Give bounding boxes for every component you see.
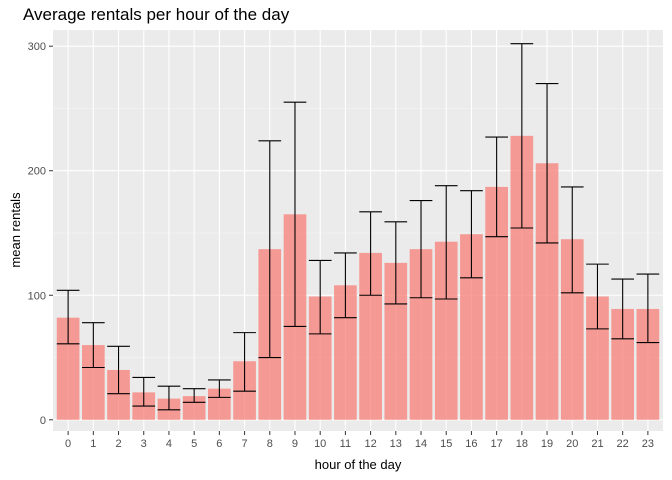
x-tick-label: 6	[216, 438, 222, 450]
bar	[560, 239, 584, 420]
bar	[611, 308, 635, 420]
x-tick-label: 9	[292, 438, 298, 450]
error-bar	[409, 200, 433, 299]
x-tick-label: 22	[617, 438, 629, 450]
chart-title: Average rentals per hour of the day	[23, 5, 290, 24]
bar	[510, 135, 534, 420]
error-bar	[434, 185, 458, 300]
y-tick-label: 200	[28, 166, 46, 178]
x-tick-label: 16	[465, 438, 477, 450]
x-tick-label: 12	[364, 438, 376, 450]
x-tick-label: 19	[541, 438, 553, 450]
x-tick-label: 1	[90, 438, 96, 450]
error-bar	[132, 376, 156, 407]
x-tick-label: 0	[65, 438, 71, 450]
error-bar	[384, 221, 408, 305]
y-tick-label: 300	[28, 41, 46, 53]
bar	[535, 163, 559, 420]
x-tick-label: 23	[642, 438, 654, 450]
x-tick-label: 14	[415, 438, 427, 450]
x-tick-label: 18	[516, 438, 528, 450]
error-bar	[636, 273, 660, 344]
error-bar	[586, 263, 609, 330]
x-tick-label: 11	[340, 438, 351, 450]
x-tick-label: 8	[267, 438, 273, 450]
x-tick-label: 17	[491, 438, 503, 450]
error-bar	[308, 259, 332, 335]
x-tick-label: 20	[566, 438, 578, 450]
error-bar	[560, 186, 584, 294]
error-bar	[359, 211, 382, 296]
bars	[56, 135, 660, 420]
y-axis: 0 100 200 300	[28, 41, 53, 427]
error-bar	[81, 322, 105, 369]
x-tick-label: 3	[141, 438, 147, 450]
x-axis: 0 1 2 3 4 5 6 7 8 9 10 11 12 13 14 15 16 17 18 19 20 21 22 23	[65, 431, 654, 450]
y-tick-label: 100	[28, 290, 46, 302]
bar	[334, 285, 357, 420]
error-bar	[258, 140, 282, 359]
x-axis-label: hour of the day	[315, 457, 402, 472]
error-bar	[510, 43, 534, 229]
bar	[409, 249, 433, 420]
error-bar	[107, 345, 130, 395]
error-bar	[611, 278, 635, 340]
bar	[107, 369, 130, 420]
x-tick-label: 2	[115, 438, 121, 450]
error-bar	[208, 379, 231, 398]
error-bars	[56, 43, 660, 411]
bar	[208, 388, 231, 420]
error-bar	[233, 332, 256, 392]
bar	[81, 345, 105, 420]
bar	[485, 186, 508, 420]
y-axis-label: mean rentals	[8, 192, 23, 268]
y-tick-label: 0	[40, 415, 46, 427]
bar	[434, 241, 458, 420]
x-tick-label: 7	[242, 438, 248, 450]
bar	[586, 296, 609, 420]
error-bar	[157, 385, 181, 411]
error-bar	[56, 289, 80, 345]
x-tick-label: 15	[440, 438, 452, 450]
x-tick-label: 10	[314, 438, 326, 450]
error-bar	[334, 252, 357, 319]
x-tick-label: 4	[166, 438, 172, 450]
bar	[384, 262, 408, 420]
error-bar	[182, 388, 206, 403]
x-tick-label: 21	[591, 438, 603, 450]
x-tick-label: 5	[191, 438, 197, 450]
bar	[460, 234, 483, 420]
error-bar	[535, 82, 559, 244]
x-tick-label: 13	[390, 438, 402, 450]
bar	[636, 308, 660, 420]
error-bar	[460, 190, 483, 279]
bar	[359, 252, 382, 420]
bar	[56, 317, 80, 420]
bar	[308, 296, 332, 420]
error-bar	[485, 136, 508, 238]
error-bar	[283, 101, 307, 327]
